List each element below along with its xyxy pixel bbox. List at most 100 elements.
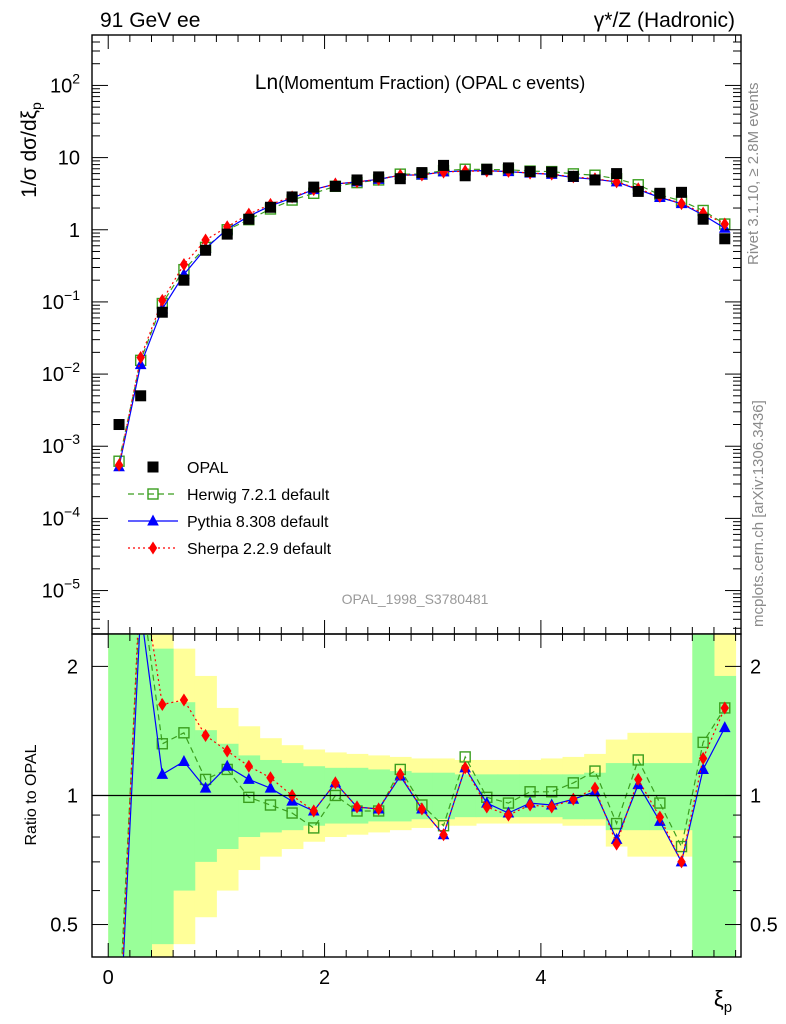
point-herwig-7-2-1-default bbox=[136, 580, 146, 590]
point-sherpa-2-2-9-default bbox=[547, 800, 556, 814]
point-opal bbox=[611, 168, 623, 180]
legend-label-herwig-7-2-1-default: Herwig 7.2.1 default bbox=[187, 487, 330, 504]
point-sherpa-2-2-9-default bbox=[158, 293, 167, 307]
y-tick-label: 10−1 bbox=[42, 287, 80, 314]
stat-uncertainty-band bbox=[670, 763, 693, 831]
point-opal bbox=[546, 166, 558, 178]
point-opal bbox=[632, 185, 644, 197]
point-opal bbox=[373, 171, 385, 183]
stat-uncertainty-band bbox=[259, 759, 282, 833]
point-pythia-8-308-default bbox=[243, 772, 255, 784]
main-title-ln: Ln bbox=[255, 71, 278, 94]
point-sherpa-2-2-9-default bbox=[223, 744, 232, 758]
y-tick-label: 1 bbox=[69, 220, 80, 242]
legend-marker-pythia-8-308-default bbox=[147, 514, 159, 526]
point-herwig-7-2-1-default bbox=[286, 807, 298, 819]
point-opal bbox=[654, 187, 666, 199]
point-pythia-8-308-default bbox=[221, 759, 234, 771]
stat-uncertainty-band bbox=[108, 634, 131, 957]
point-sherpa-2-2-9-default bbox=[698, 206, 708, 220]
x-tick-label: 2 bbox=[319, 967, 330, 989]
point-herwig-7-2-1-default bbox=[308, 822, 320, 834]
point-sherpa-2-2-9-default bbox=[655, 810, 665, 824]
point-herwig-7-2-1-default bbox=[114, 1009, 124, 1019]
point-herwig-7-2-1-default bbox=[546, 786, 558, 798]
point-sherpa-2-2-9-default bbox=[677, 197, 686, 211]
point-sherpa-2-2-9-default bbox=[331, 776, 340, 790]
point-sherpa-2-2-9-default bbox=[439, 828, 448, 842]
point-sherpa-2-2-9-default bbox=[179, 693, 189, 707]
legend-marker-herwig-7-2-1-default bbox=[147, 488, 159, 500]
y-tick-label: 10−3 bbox=[42, 431, 80, 458]
stat-uncertainty-band bbox=[713, 675, 737, 957]
y-tick-label-right: 1 bbox=[750, 785, 761, 807]
point-sherpa-2-2-9-default bbox=[396, 767, 405, 781]
point-sherpa-2-2-9-default bbox=[309, 804, 318, 818]
point-sherpa-2-2-9-default bbox=[114, 458, 124, 472]
point-opal bbox=[178, 274, 190, 286]
point-opal bbox=[719, 233, 731, 245]
stat-uncertainty-band bbox=[151, 648, 174, 945]
point-opal bbox=[308, 181, 320, 193]
series-herwig-7-2-1-default bbox=[113, 163, 731, 467]
point-sherpa-2-2-9-default bbox=[266, 771, 275, 785]
y-tick-label: 10−2 bbox=[42, 359, 80, 386]
point-opal bbox=[589, 174, 601, 186]
series-line-sherpa-2-2-9-default bbox=[118, 170, 726, 466]
main-plot: 10−5 10−4 10−3 10−2 10−1 1 10 102 Ln(Momentum F… bbox=[18, 34, 742, 635]
legend-label-sherpa-2-2-9-default: Sherpa 2.2.9 default bbox=[187, 541, 332, 558]
point-opal bbox=[351, 174, 363, 186]
point-sherpa-2-2-9-default bbox=[677, 855, 686, 869]
point-opal bbox=[243, 213, 255, 225]
point-sherpa-2-2-9-default bbox=[244, 759, 254, 773]
point-sherpa-2-2-9-default bbox=[374, 802, 383, 816]
stat-uncertainty-band bbox=[129, 634, 152, 957]
point-herwig-7-2-1-default bbox=[610, 817, 623, 830]
y-tick-label: 0.5 bbox=[50, 915, 78, 937]
ratio-xlabel: ξp bbox=[714, 986, 732, 1016]
point-herwig-7-2-1-default bbox=[243, 791, 255, 804]
legend: OPAL Herwig 7.2.1 default Pythia 8.308 def… bbox=[128, 460, 332, 558]
ratio-ylabel: Ratio to OPAL bbox=[23, 744, 40, 845]
series-opal bbox=[113, 159, 731, 431]
point-opal bbox=[394, 173, 406, 185]
y-tick-label: 102 bbox=[50, 70, 80, 97]
header-right: γ*/Z (Hadronic) bbox=[594, 9, 735, 32]
point-opal bbox=[156, 306, 168, 318]
point-herwig-7-2-1-default bbox=[675, 840, 688, 853]
point-herwig-7-2-1-default bbox=[156, 738, 169, 750]
point-herwig-7-2-1-default bbox=[654, 797, 666, 809]
ratio-plot: 0 2 4 0.5 0.5 1 1 2 2 Ratio to OPAL ξp bbox=[23, 580, 778, 1019]
point-sherpa-2-2-9-default bbox=[504, 808, 513, 822]
point-opal bbox=[264, 201, 276, 213]
point-herwig-7-2-1-default bbox=[632, 754, 644, 766]
point-pythia-8-308-default bbox=[135, 604, 147, 615]
main-title: Ln(Momentum Fraction) (OPAL c events) bbox=[255, 71, 585, 94]
point-opal bbox=[524, 166, 536, 178]
stat-uncertainty-band bbox=[627, 763, 650, 831]
point-sherpa-2-2-9-default bbox=[612, 175, 621, 189]
y-tick-label: 1 bbox=[67, 785, 78, 807]
point-sherpa-2-2-9-default bbox=[482, 800, 492, 814]
point-pythia-8-308-default bbox=[178, 755, 190, 767]
point-opal bbox=[113, 419, 125, 431]
legend-label-pythia-8-308-default: Pythia 8.308 default bbox=[187, 514, 329, 531]
y-tick-label-right: 2 bbox=[750, 656, 761, 678]
legend-marker-opal bbox=[147, 461, 159, 473]
analysis-tag: OPAL_1998_S3780481 bbox=[342, 591, 489, 607]
point-opal bbox=[481, 163, 493, 175]
point-pythia-8-308-default bbox=[156, 767, 169, 779]
x-tick-label: 4 bbox=[535, 967, 546, 989]
point-sherpa-2-2-9-default bbox=[525, 798, 535, 812]
point-opal bbox=[676, 186, 688, 198]
point-herwig-7-2-1-default bbox=[264, 799, 277, 811]
series-line-sherpa-2-2-9-default bbox=[122, 634, 726, 957]
point-herwig-7-2-1-default bbox=[697, 736, 709, 749]
point-pythia-8-308-default bbox=[199, 781, 212, 793]
stat-uncertainty-band bbox=[173, 702, 196, 891]
series-line-pythia-8-308-default bbox=[118, 169, 726, 467]
point-sherpa-2-2-9-default bbox=[634, 772, 643, 786]
point-opal bbox=[135, 390, 147, 402]
y-tick-label: 10 bbox=[58, 148, 80, 170]
